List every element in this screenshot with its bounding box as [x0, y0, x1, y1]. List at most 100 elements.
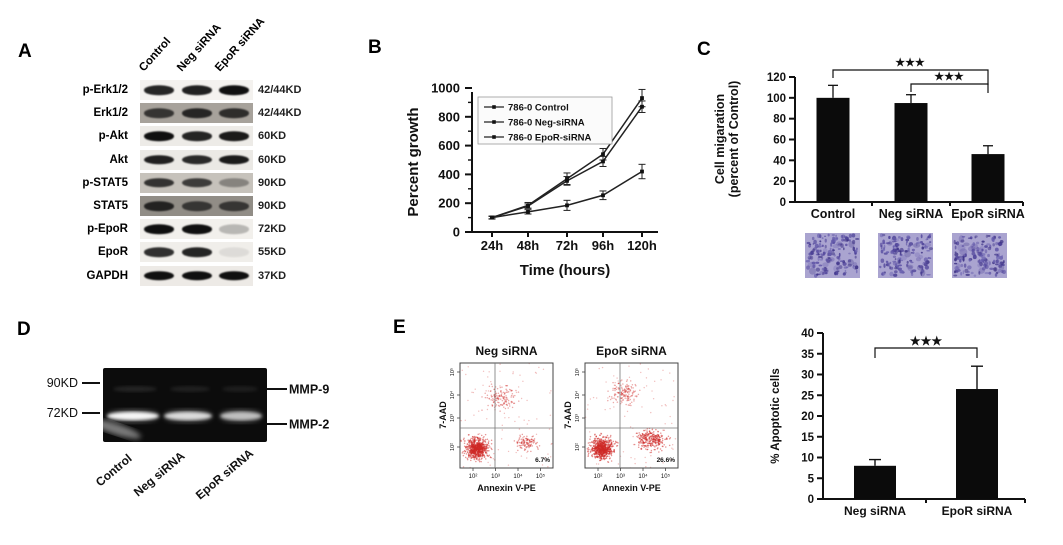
significance-stars: ★★★ [910, 334, 943, 348]
mmp9-band [170, 386, 210, 392]
panel-a-label: A [18, 41, 32, 62]
protein-band [219, 201, 249, 211]
mmp9-band [113, 386, 157, 392]
x-tick-label: 24h [481, 238, 503, 253]
bar [956, 389, 998, 499]
lane-header: EpoR siRNA [213, 15, 268, 74]
data-marker [640, 96, 644, 100]
legend: 786-0 Control 786-0 Neg-siRNA 786-0 EpoR-s… [477, 96, 613, 145]
blot-row: STAT5 90KD [0, 196, 340, 216]
x-tick-label: 96h [592, 238, 614, 253]
bar [894, 103, 928, 202]
data-marker [601, 193, 605, 198]
flow-plot: EpoR siRNA 10² 10² 10³ 10³ 10⁴ 10⁴ 10⁵ 10⁵ 7-AAD A… [563, 344, 679, 493]
protein-band [181, 201, 212, 211]
data-marker [601, 152, 605, 157]
y-tick-label: 100 [767, 93, 786, 105]
migration-micrograph [952, 233, 1007, 278]
protein-band [181, 270, 212, 281]
molecular-weight-label: 90KD [258, 176, 287, 189]
blot-strip [140, 126, 253, 147]
panel-b-label: B [368, 37, 382, 58]
protein-label: STAT5 [93, 200, 128, 212]
data-marker [601, 159, 605, 164]
panel-d-label: D [17, 319, 31, 340]
blot-strip [140, 219, 253, 240]
significance-bracket [832, 69, 989, 85]
bar [816, 97, 850, 202]
panel-e-label: E [393, 317, 406, 338]
quadrant-percent-label: 26.6% [657, 457, 676, 464]
y-tick-label: 10⁴ [449, 390, 456, 399]
x-category-label: EpoR siRNA [942, 504, 1013, 518]
protein-band [144, 201, 174, 211]
y-tick-label: 0 [453, 225, 460, 240]
significance-stars: ★★★ [934, 71, 964, 83]
y-tick-label: 10² [575, 443, 581, 451]
y-tick-label: 30 [801, 370, 814, 382]
significance-bracket [910, 83, 989, 93]
flow-plot-frame [584, 362, 679, 469]
protein-label: EpoR [97, 246, 128, 259]
panel-c-migration-chart: 0 20 40 60 80 100 120 Cell migaration (percent o… [713, 57, 1025, 278]
x-tick-label: 48h [517, 238, 539, 253]
y-tick-label: 600 [438, 138, 460, 153]
y-tick-label: 10² [450, 443, 456, 451]
flow-plot-title: EpoR siRNA [596, 344, 667, 358]
y-tick-label: 0 [780, 197, 786, 209]
blot-row: p-EpoR 72KD [0, 219, 340, 240]
blot-strip [140, 172, 253, 193]
protein-band [219, 108, 249, 118]
data-marker [565, 178, 569, 183]
protein-label: p-Akt [98, 130, 128, 143]
y-tick-label: 10⁴ [574, 390, 581, 399]
gel-lane-label: EpoR siRNA [193, 446, 256, 502]
blot-strip [140, 265, 253, 286]
protein-band [181, 178, 212, 188]
flow-x-axis-label: Annexin V-PE [477, 483, 536, 493]
kd-marker-label: 72KD [47, 406, 78, 420]
blot-row: p-Akt 60KD [0, 126, 340, 147]
y-tick-label: 0 [808, 494, 814, 506]
x-axis-label: Time (hours) [520, 262, 611, 279]
data-marker [640, 169, 644, 174]
y-tick-label: 80 [773, 114, 786, 126]
y-tick-label: 40 [801, 328, 814, 340]
kd-marker-label: 90KD [47, 376, 78, 390]
significance-bracket [874, 347, 978, 358]
panel-c-label: C [697, 39, 711, 60]
data-marker [490, 215, 494, 220]
y-tick-label: 400 [438, 167, 460, 182]
molecular-weight-label: 55KD [258, 246, 287, 259]
y-tick-label: 60 [773, 135, 786, 147]
y-tick-label: 20 [801, 411, 814, 423]
x-category-label: EpoR siRNA [951, 207, 1025, 221]
y-tick-label: 20 [773, 176, 786, 188]
data-marker [526, 209, 530, 214]
mmp2-band [164, 411, 212, 421]
data-marker [565, 203, 569, 208]
flow-plot-title: Neg siRNA [475, 344, 537, 358]
bar [854, 465, 896, 499]
y-tick-label: 35 [801, 349, 814, 361]
molecular-weight-label: 42/44KD [258, 84, 302, 96]
molecular-weight-label: 90KD [258, 200, 287, 212]
molecular-weight-label: 60KD [258, 130, 287, 143]
legend-marker [492, 105, 496, 109]
y-tick-label: 200 [438, 196, 460, 211]
scatter-points [460, 363, 553, 468]
legend-entry-label: 786-0 Neg-siRNA [508, 118, 585, 129]
protein-label: Akt [109, 153, 128, 166]
mmp9-band [222, 386, 258, 392]
x-tick-label: 10³ [616, 474, 625, 480]
protein-band [181, 224, 212, 234]
y-tick-label: 800 [438, 109, 460, 124]
legend-box [477, 96, 613, 145]
x-tick-label: 10⁵ [536, 473, 546, 480]
data-marker [526, 204, 530, 208]
y-tick-label: 40 [773, 155, 786, 167]
panel-e-flow-plots: Neg siRNA 10² 10² 10³ 10³ 10⁴ 10⁴ 10⁵ 10⁵ 7-AAD An… [438, 344, 679, 493]
blot-row: Akt 60KD [0, 149, 340, 170]
x-category-label: Control [811, 207, 855, 221]
